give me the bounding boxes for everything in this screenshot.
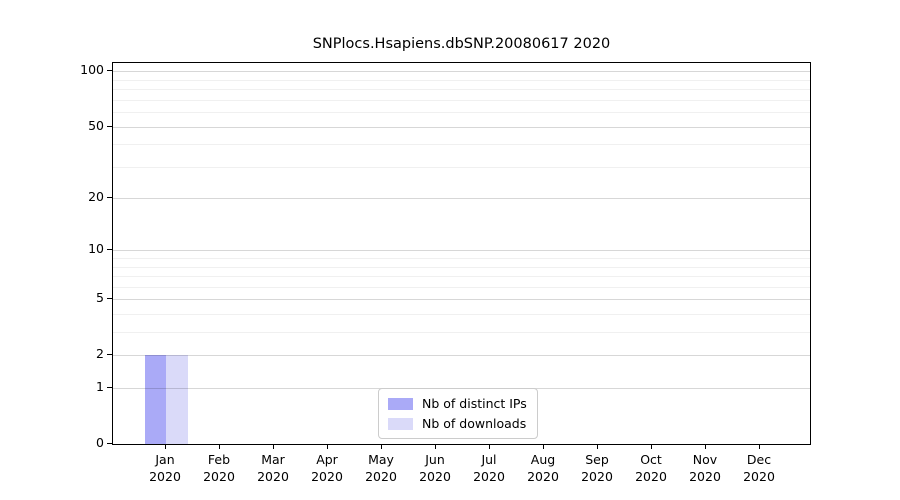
legend: Nb of distinct IPs Nb of downloads (378, 388, 538, 439)
x-tick-mark (705, 445, 706, 449)
x-tick-month: Feb (207, 452, 231, 467)
gridline-minor (113, 166, 810, 168)
legend-label: Nb of distinct IPs (422, 396, 527, 411)
y-tick-mark (107, 443, 112, 444)
legend-swatch (388, 397, 413, 410)
gridline-minor (113, 332, 810, 334)
legend-swatch (388, 417, 413, 430)
y-tick-mark (107, 354, 112, 355)
x-tick-label: Nov 2020 (678, 451, 732, 485)
gridline-minor (113, 286, 810, 288)
bar-nb-of-distinct-ips (144, 355, 166, 444)
x-tick-label: Mar 2020 (246, 451, 300, 485)
x-tick-label: Jan 2020 (138, 451, 192, 485)
x-tick-mark (759, 445, 760, 449)
x-tick-year: 2020 (689, 469, 721, 484)
y-tick-label: 50 (88, 117, 104, 133)
x-tick-label: Dec 2020 (732, 451, 786, 485)
gridline-minor (113, 144, 810, 146)
gridline-minor (113, 112, 810, 114)
x-tick-label: Oct 2020 (624, 451, 678, 485)
x-tick-label: Jun 2020 (408, 451, 462, 485)
y-tick-label: 10 (88, 241, 104, 257)
x-tick-year: 2020 (257, 469, 289, 484)
legend-item: Nb of distinct IPs (388, 396, 527, 411)
x-tick-year: 2020 (473, 469, 505, 484)
gridline-major (113, 299, 810, 301)
gridline-major (113, 250, 810, 252)
gridline-major (113, 71, 810, 73)
y-tick-mark (107, 126, 112, 127)
bar-nb-of-downloads (166, 355, 188, 444)
plot-area: Nb of distinct IPs Nb of downloads (112, 62, 811, 445)
x-tick-mark (435, 445, 436, 449)
x-tick-year: 2020 (743, 469, 775, 484)
x-tick-month: Dec (746, 452, 772, 467)
x-tick-month: Oct (640, 452, 662, 467)
gridline-minor (113, 314, 810, 316)
y-tick-label: 0 (96, 435, 104, 450)
x-tick-year: 2020 (203, 469, 235, 484)
x-tick-label: Apr 2020 (300, 451, 354, 485)
gridline-minor (113, 79, 810, 81)
x-tick-mark (273, 445, 274, 449)
x-tick-month: May (368, 452, 394, 467)
gridline-major (113, 198, 810, 200)
gridline-major (113, 355, 810, 357)
x-tick-month: Jul (481, 452, 497, 467)
gridline-minor (113, 276, 810, 278)
x-tick-mark (489, 445, 490, 449)
y-tick-mark (107, 197, 112, 198)
x-tick-month: Apr (316, 452, 338, 467)
x-tick-month: Sep (585, 452, 609, 467)
x-tick-label: Jul 2020 (462, 451, 516, 485)
x-tick-month: Mar (261, 452, 285, 467)
x-tick-month: Aug (530, 452, 556, 467)
x-tick-year: 2020 (635, 469, 667, 484)
y-tick-mark (107, 70, 112, 71)
x-tick-month: Jan (155, 452, 175, 467)
x-tick-label: Aug 2020 (516, 451, 570, 485)
x-tick-label: Sep 2020 (570, 451, 624, 485)
x-tick-mark (381, 445, 382, 449)
x-tick-month: Nov (692, 452, 718, 467)
x-tick-year: 2020 (311, 469, 343, 484)
x-tick-mark (597, 445, 598, 449)
x-tick-mark (165, 445, 166, 449)
x-tick-label: May 2020 (354, 451, 408, 485)
y-tick-label: 5 (96, 290, 104, 306)
x-tick-year: 2020 (527, 469, 559, 484)
x-tick-year: 2020 (419, 469, 451, 484)
chart-title: SNPlocs.Hsapiens.dbSNP.20080617 2020 (312, 36, 611, 52)
x-tick-mark (651, 445, 652, 449)
gridline-minor (113, 99, 810, 101)
y-tick-mark (107, 298, 112, 299)
gridline-minor (113, 89, 810, 91)
x-tick-year: 2020 (365, 469, 397, 484)
x-tick-year: 2020 (149, 469, 181, 484)
legend-label: Nb of downloads (422, 416, 527, 431)
y-tick-mark (107, 387, 112, 388)
x-tick-label: Feb 2020 (192, 451, 246, 485)
y-tick-label: 2 (96, 346, 104, 362)
y-tick-label: 100 (80, 62, 104, 78)
legend-item: Nb of downloads (388, 416, 527, 431)
gridline-minor (113, 266, 810, 268)
gridline-major (113, 126, 810, 128)
x-tick-year: 2020 (581, 469, 613, 484)
y-tick-label: 1 (96, 379, 104, 395)
x-tick-mark (543, 445, 544, 449)
y-tick-label: 20 (88, 189, 104, 205)
x-tick-mark (219, 445, 220, 449)
gridline-minor (113, 258, 810, 260)
x-tick-month: Jun (425, 452, 445, 467)
y-tick-mark (107, 249, 112, 250)
x-tick-mark (327, 445, 328, 449)
